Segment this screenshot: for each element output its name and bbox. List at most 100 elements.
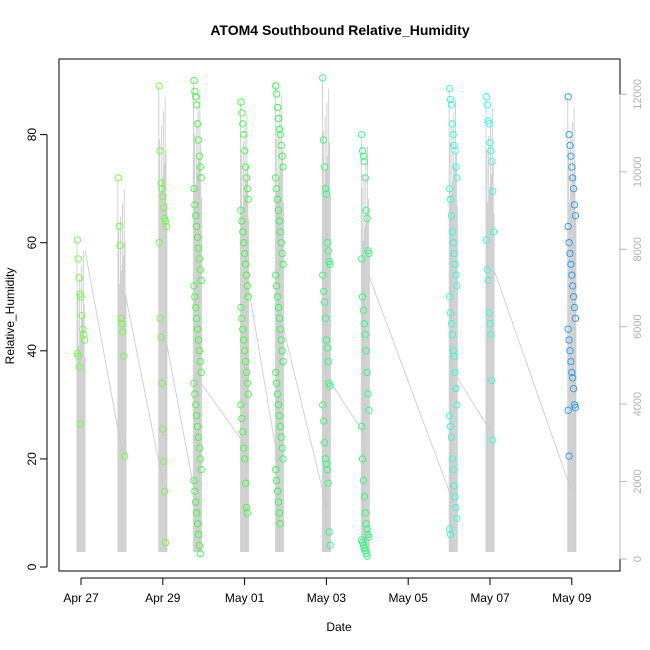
- data-point: [272, 271, 280, 279]
- data-point: [193, 325, 202, 333]
- data-point: [358, 255, 366, 263]
- data-point: [194, 530, 203, 539]
- data-points: [73, 74, 580, 560]
- data-point: [196, 549, 204, 558]
- data-point: [319, 271, 327, 279]
- data-point: [564, 93, 572, 101]
- data-point: [571, 314, 580, 323]
- data-point: [196, 455, 204, 463]
- data-point: [324, 479, 332, 487]
- data-point: [276, 130, 284, 139]
- y2-tick-label: 2000: [632, 469, 644, 493]
- data-point: [191, 487, 199, 495]
- data-point: [569, 384, 578, 393]
- data-point: [157, 179, 165, 187]
- secondary-line-segment: [201, 383, 245, 445]
- data-point: [361, 330, 369, 339]
- data-point: [194, 336, 203, 344]
- data-point: [158, 379, 166, 387]
- data-point: [277, 141, 285, 150]
- data-point: [568, 271, 576, 279]
- data-point: [453, 174, 461, 182]
- data-point: [116, 241, 124, 250]
- y-tick-label: 80: [25, 128, 39, 142]
- data-point: [120, 452, 129, 460]
- data-point: [322, 460, 331, 468]
- data-point: [272, 174, 280, 182]
- data-point: [193, 520, 202, 528]
- data-point: [358, 147, 367, 155]
- secondary-line-segment: [125, 296, 164, 483]
- data-point: [567, 260, 575, 268]
- secondary-line-segment: [84, 249, 123, 452]
- data-point: [324, 357, 332, 366]
- data-point: [274, 206, 283, 214]
- data-point: [565, 336, 573, 344]
- data-point: [565, 130, 573, 139]
- data-point: [274, 303, 283, 312]
- y2-tick-label: 10000: [632, 157, 644, 188]
- y-tick-label: 40: [25, 344, 39, 358]
- data-point: [570, 303, 579, 312]
- data-point: [446, 422, 455, 431]
- x-tick-label: Apr 29: [145, 591, 181, 605]
- x-axis: Apr 27 Apr 29 May 01 May 03 May 05 May 07 May …: [63, 577, 592, 605]
- data-point: [488, 157, 496, 166]
- data-point: [160, 487, 169, 495]
- data-point: [273, 487, 282, 495]
- data-point: [567, 357, 575, 366]
- data-point: [118, 320, 126, 328]
- data-point: [277, 239, 285, 247]
- data-point: [323, 466, 331, 474]
- data-point: [276, 325, 284, 333]
- data-point: [196, 357, 204, 366]
- data-point: [325, 528, 333, 536]
- data-point: [192, 303, 200, 312]
- data-point: [359, 306, 368, 314]
- data-point: [568, 163, 576, 171]
- data-point: [273, 476, 281, 485]
- data-point: [448, 330, 456, 339]
- data-point: [449, 239, 457, 247]
- data-point: [239, 428, 247, 436]
- data-point: [359, 152, 368, 160]
- data-point: [275, 217, 284, 225]
- data-point: [240, 249, 249, 258]
- data-point: [162, 222, 171, 231]
- data-point: [445, 412, 454, 420]
- data-point: [279, 260, 287, 268]
- data-point: [485, 120, 493, 128]
- data-point: [275, 125, 284, 133]
- data-point: [445, 85, 454, 93]
- data-point: [360, 493, 369, 501]
- data-point: [486, 139, 494, 147]
- data-point: [197, 174, 205, 182]
- data-point: [273, 379, 281, 387]
- data-point: [452, 163, 460, 171]
- data-point: [273, 390, 282, 398]
- data-point: [80, 336, 89, 344]
- chart-title: ATOM4 Southbound Relative_Humidity: [210, 22, 469, 38]
- data-point: [242, 368, 251, 377]
- data-point: [451, 493, 459, 501]
- data-point: [453, 282, 461, 290]
- data-point: [487, 330, 495, 339]
- data-point: [320, 287, 328, 295]
- data-point: [483, 101, 491, 109]
- data-point: [192, 93, 200, 101]
- data-point: [279, 357, 287, 366]
- data-point: [448, 120, 456, 128]
- data-point: [244, 195, 252, 204]
- data-point: [448, 455, 456, 463]
- data-point: [275, 509, 284, 517]
- data-point: [242, 271, 251, 279]
- data-point: [569, 282, 577, 290]
- data-point: [447, 320, 456, 328]
- x-tick-label: May 05: [389, 591, 429, 605]
- data-point: [571, 212, 580, 220]
- secondary-line-segment: [368, 276, 454, 503]
- data-point: [243, 184, 251, 193]
- data-point: [447, 433, 456, 441]
- data-point: [326, 541, 334, 550]
- data-point: [193, 120, 202, 128]
